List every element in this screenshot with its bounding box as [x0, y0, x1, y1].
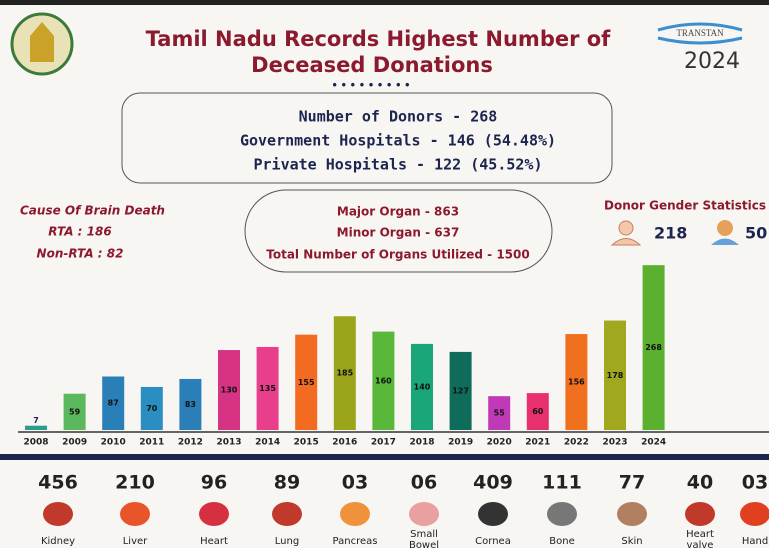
bar-label: 83	[185, 400, 196, 409]
x-tick-label: 2015	[294, 438, 319, 448]
organ-count: 89	[274, 472, 300, 494]
x-tick-label: 2020	[487, 438, 512, 448]
organ-icon	[340, 502, 370, 526]
female-count: 50	[745, 224, 767, 243]
organ-line: Major Organ - 863	[337, 205, 459, 219]
organ-name: Heart	[200, 536, 228, 547]
organ-name: Cornea	[475, 536, 511, 547]
organ-count: 210	[115, 472, 155, 494]
x-tick-label: 2024	[641, 438, 666, 448]
organ-count: 06	[411, 472, 437, 494]
organ-name: Liver	[123, 536, 148, 547]
strip-border	[0, 454, 769, 460]
organ-count: 456	[38, 472, 78, 494]
x-tick-label: 2014	[255, 438, 280, 448]
organ-count: 409	[473, 472, 513, 494]
x-tick-label: 2019	[448, 438, 473, 448]
bar-label: 127	[452, 386, 469, 395]
bar-label: 155	[298, 378, 315, 387]
organ-line: Minor Organ - 637	[337, 226, 460, 240]
x-tick-label: 2009	[62, 438, 87, 448]
x-tick-label: 2017	[371, 438, 396, 448]
x-tick-label: 2013	[216, 438, 241, 448]
bar-label: 135	[259, 384, 276, 393]
organ-name: Hand	[742, 536, 768, 547]
organ-icon	[547, 502, 577, 526]
bar-label: 185	[336, 369, 353, 378]
bar-label: 55	[494, 409, 506, 418]
x-tick-label: 2016	[332, 438, 357, 448]
infographic: Tamil Nadu Records Highest Number of Dec…	[0, 0, 769, 548]
x-tick-label: 2022	[564, 438, 589, 448]
organ-icon	[43, 502, 73, 526]
organ-icon	[120, 502, 150, 526]
logo-text: TRANSTAN	[676, 28, 724, 38]
organ-count: 77	[619, 472, 645, 494]
gender-title: Donor Gender Statistics	[604, 199, 766, 213]
bar-label: 70	[146, 404, 158, 413]
organ-line: Total Number of Organs Utilized - 1500	[266, 248, 529, 262]
female-icon	[717, 220, 733, 236]
organ-count: 03	[742, 472, 768, 494]
x-tick-label: 2018	[409, 438, 434, 448]
summary-line: Private Hospitals - 122 (45.52%)	[254, 156, 543, 174]
organ-count: 96	[201, 472, 227, 494]
bar-label: 160	[375, 376, 392, 385]
organ-icon	[478, 502, 508, 526]
male-count: 218	[654, 224, 687, 243]
year: 2024	[684, 49, 740, 74]
page: Tamil Nadu Records Highest Number of Dec…	[0, 0, 769, 548]
organ-icon	[685, 502, 715, 526]
bar-label: 156	[568, 378, 585, 387]
organ-name: Pancreas	[333, 536, 378, 547]
organ-icon	[409, 502, 439, 526]
organ-name: Bone	[549, 536, 574, 547]
organ-icon	[740, 502, 769, 526]
organ-name: Skin	[621, 536, 642, 547]
organ-name: Lung	[275, 536, 299, 547]
bar-label: 59	[69, 407, 81, 416]
organ-count: 03	[342, 472, 368, 494]
organ-count: 40	[687, 472, 713, 494]
title: Deceased Donations	[251, 53, 493, 77]
bar-label: 87	[108, 399, 119, 408]
organ-count: 111	[542, 472, 582, 494]
x-tick-label: 2023	[602, 438, 627, 448]
organ-icon	[617, 502, 647, 526]
bar-label: 7	[33, 416, 39, 425]
bar-label: 60	[532, 407, 544, 416]
organ-icon	[272, 502, 302, 526]
dots: •••••••••	[331, 79, 413, 93]
x-tick-label: 2021	[525, 438, 550, 448]
summary-line: Government Hospitals - 146 (54.48%)	[240, 132, 556, 150]
cause-title: Cause Of Brain Death	[20, 204, 165, 218]
cause-line: RTA : 186	[48, 225, 111, 239]
x-tick-label: 2010	[101, 438, 126, 448]
male-icon	[619, 221, 633, 235]
top-frame	[0, 0, 769, 5]
bar-label: 178	[607, 371, 624, 380]
bar	[25, 426, 47, 430]
cause-line: Non-RTA : 82	[37, 247, 124, 261]
summary-line: Number of Donors - 268	[299, 108, 498, 126]
bar-label: 130	[221, 386, 238, 395]
organ-name: Kidney	[41, 536, 75, 547]
x-tick-label: 2008	[23, 438, 48, 448]
x-tick-label: 2011	[139, 438, 164, 448]
organ-icon	[199, 502, 229, 526]
title: Tamil Nadu Records Highest Number of	[146, 27, 612, 51]
x-tick-label: 2012	[178, 438, 203, 448]
bar-label: 140	[414, 382, 431, 391]
bar-label: 268	[645, 343, 662, 352]
